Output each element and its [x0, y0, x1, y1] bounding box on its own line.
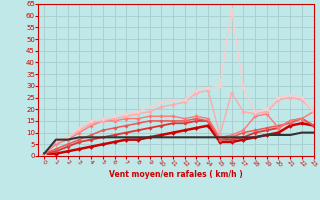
X-axis label: Vent moyen/en rafales ( km/h ): Vent moyen/en rafales ( km/h ): [109, 170, 243, 179]
